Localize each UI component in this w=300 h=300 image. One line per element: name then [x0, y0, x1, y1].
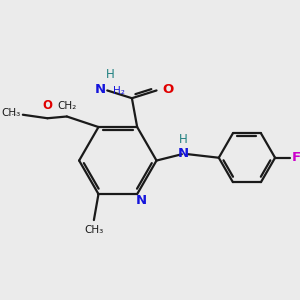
Text: H: H — [179, 134, 188, 146]
Text: N: N — [95, 83, 106, 96]
Text: N: N — [178, 147, 189, 160]
Text: O: O — [163, 83, 174, 96]
Text: N: N — [136, 194, 147, 207]
Text: CH₃: CH₃ — [2, 108, 21, 118]
Text: O: O — [43, 99, 52, 112]
Text: CH₂: CH₂ — [57, 100, 76, 110]
Text: H: H — [106, 68, 115, 81]
Text: methoxy: methoxy — [12, 114, 19, 116]
Text: F: F — [292, 151, 300, 164]
Text: H₂: H₂ — [113, 86, 125, 96]
Text: CH₃: CH₃ — [84, 225, 104, 235]
